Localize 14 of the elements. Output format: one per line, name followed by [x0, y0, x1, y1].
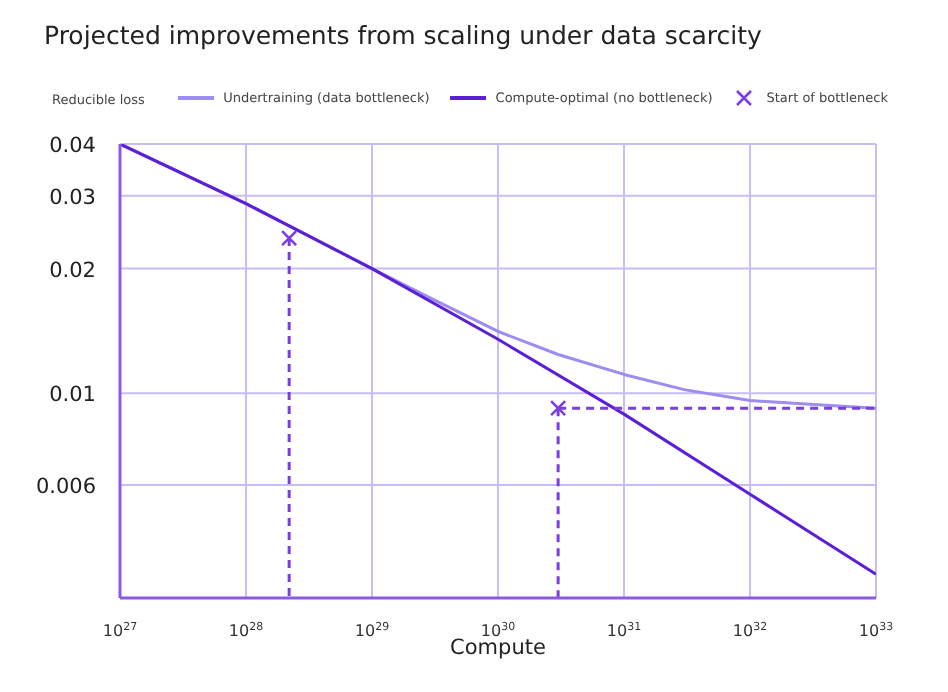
y-tick-label: 0.03 — [49, 185, 96, 210]
y-tick-label: 0.01 — [49, 383, 96, 408]
x-tick-label: 10$^{31}$ — [606, 620, 642, 640]
x-axis-title: Compute — [450, 636, 546, 660]
y-tick-label: 0.02 — [49, 258, 96, 283]
x-tick-label: 10$^{27}$ — [102, 620, 139, 640]
chart-title: Projected improvements from scaling under data scarcity — [44, 20, 762, 50]
x-tick-label: 10$^{33}$ — [858, 620, 895, 640]
x-tick-label: 10$^{32}$ — [732, 620, 768, 640]
x-tick-label: 10$^{28}$ — [228, 620, 265, 640]
x-tick-label: 10$^{30}$ — [480, 620, 517, 640]
x-tick-label: 10$^{29}$ — [354, 620, 391, 640]
y-tick-label: 0.006 — [35, 475, 97, 500]
y-tick-label: 0.04 — [49, 134, 97, 158]
